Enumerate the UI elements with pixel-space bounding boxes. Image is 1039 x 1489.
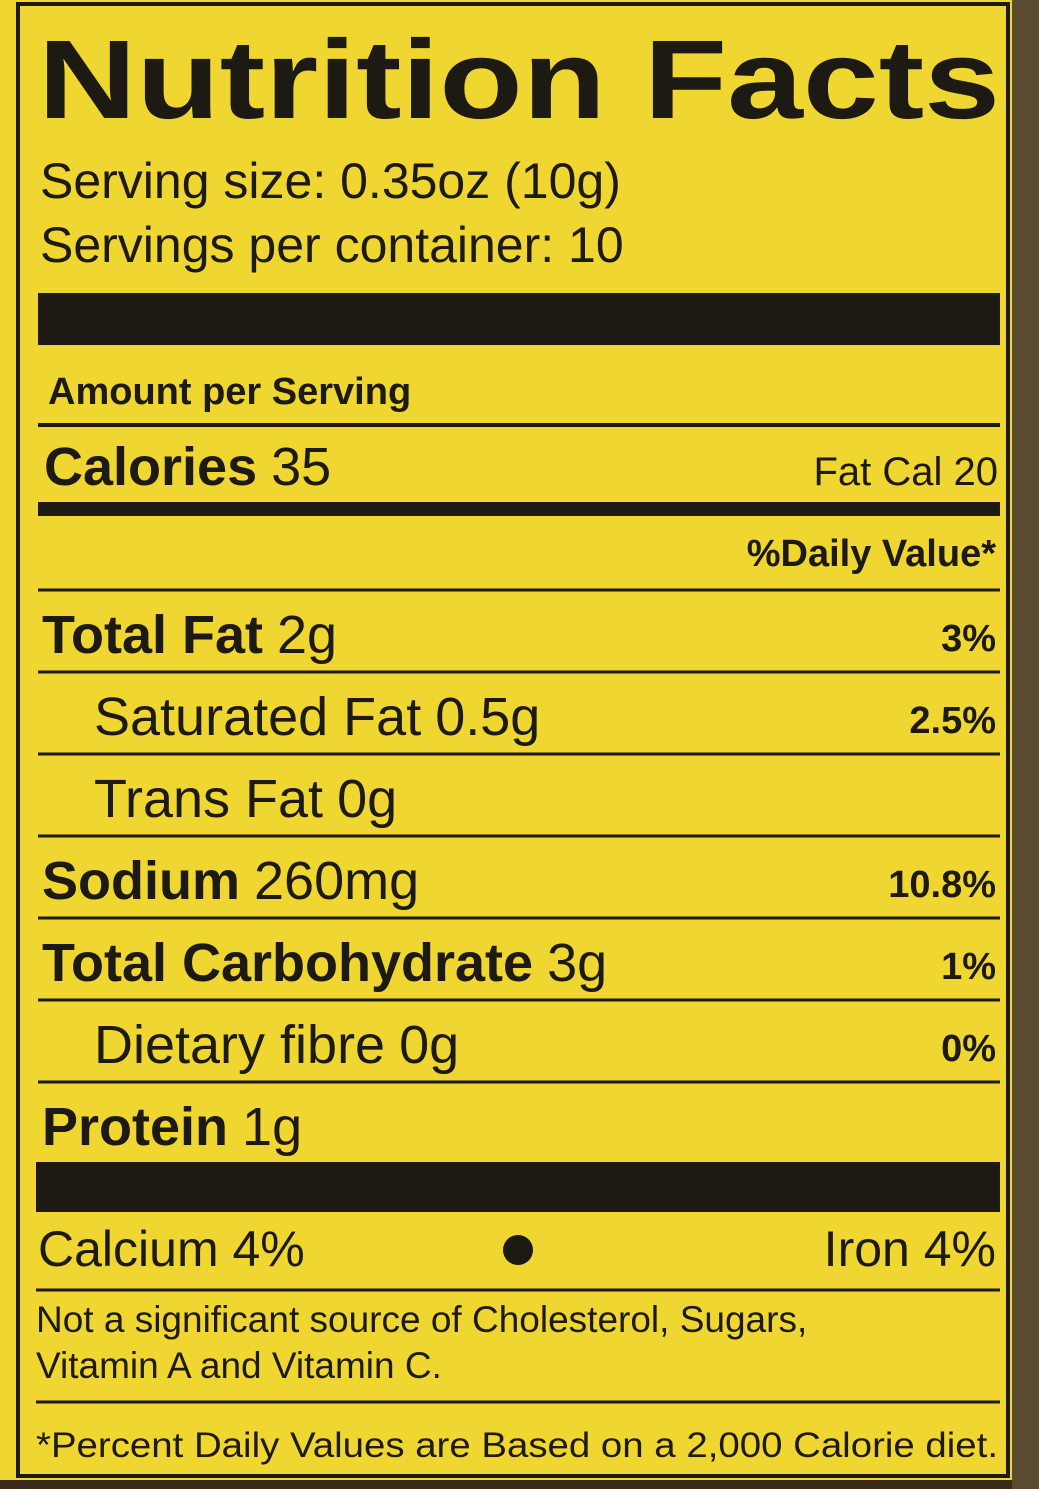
nutrient-name: Trans Fat bbox=[94, 769, 323, 829]
amount-per-serving: Amount per Serving bbox=[48, 371, 411, 413]
nutrient-line: Trans Fat 0g bbox=[94, 769, 397, 829]
nutrient-name: Saturated Fat bbox=[94, 687, 421, 747]
nutrient-line: Saturated Fat 0.5g bbox=[94, 687, 540, 747]
nutrient-daily-value: 0% bbox=[941, 1028, 996, 1070]
nutrient-line: Total Carbohydrate 3g bbox=[42, 933, 607, 993]
label-background bbox=[0, 0, 1012, 1480]
bullet bbox=[503, 1235, 533, 1265]
serving-size: Serving size: 0.35oz (10g) bbox=[40, 153, 621, 209]
calcium: Calcium 4% bbox=[38, 1221, 305, 1277]
thick-bar bbox=[36, 1162, 1000, 1212]
nutrient-name: Protein bbox=[42, 1097, 228, 1157]
title: Nutrition Facts bbox=[38, 17, 1000, 142]
calories-label: Calories bbox=[44, 437, 257, 497]
nutrient-amount: 3g bbox=[547, 933, 607, 993]
footnote-line: Not a significant source of Cholesterol,… bbox=[36, 1299, 807, 1340]
nutrient-daily-value: 1% bbox=[941, 946, 996, 988]
nutrient-amount: 0g bbox=[337, 769, 397, 829]
footnote-line: Vitamin A and Vitamin C. bbox=[36, 1345, 442, 1386]
nutrient-amount: 0.5g bbox=[435, 687, 540, 747]
nutrient-line: Total Fat 2g bbox=[42, 605, 337, 665]
edge bbox=[1012, 0, 1039, 1489]
servings-per-container: Servings per container: 10 bbox=[40, 217, 624, 273]
nutrient-name: Dietary fibre bbox=[94, 1015, 385, 1075]
nutrient-amount: 2g bbox=[277, 605, 337, 665]
nutrient-amount: 1g bbox=[242, 1097, 302, 1157]
nutrient-amount: 0g bbox=[399, 1015, 459, 1075]
iron: Iron 4% bbox=[824, 1221, 996, 1277]
nutrient-amount: 260mg bbox=[254, 851, 419, 911]
footnote-percent: *Percent Daily Values are Based on a 2,0… bbox=[36, 1426, 998, 1465]
nutrient-line: Dietary fibre 0g bbox=[94, 1015, 459, 1075]
nutrient-name: Sodium bbox=[42, 851, 240, 911]
nutrient-daily-value: 3% bbox=[941, 618, 996, 660]
thick-bar bbox=[38, 293, 1000, 345]
calories-value: 35 bbox=[271, 437, 331, 497]
nutrient-name: Total Carbohydrate bbox=[42, 933, 533, 993]
daily-value-header: %Daily Value* bbox=[747, 533, 996, 575]
nutrient-daily-value: 2.5% bbox=[909, 700, 996, 742]
nutrient-rows: Total Fat 2g 3% Saturated Fat 0.5g 2.5% Trans … bbox=[38, 588, 1000, 1157]
nutrient-line: Sodium 260mg bbox=[42, 851, 419, 911]
calories-line: Calories 35 bbox=[44, 437, 331, 497]
nutrient-name: Total Fat bbox=[42, 605, 263, 665]
label-border bbox=[16, 2, 1010, 1478]
nutrient-line: Protein 1g bbox=[42, 1097, 302, 1157]
fat-calories: Fat Cal 20 bbox=[813, 450, 998, 494]
nutrient-daily-value: 10.8% bbox=[888, 864, 996, 906]
medium-bar bbox=[38, 502, 1000, 516]
